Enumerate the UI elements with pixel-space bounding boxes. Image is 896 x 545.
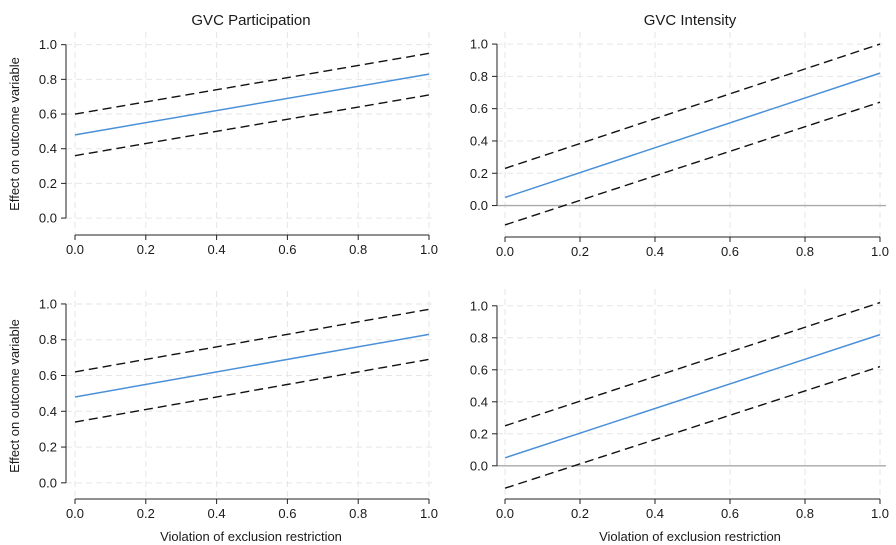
series-lower-ci — [74, 94, 430, 157]
series-lower-ci — [504, 101, 881, 226]
y-tick-label: 1.0 — [39, 37, 57, 52]
y-tick-label: 0.6 — [39, 107, 57, 122]
series-upper-ci — [74, 308, 430, 373]
x-tick-label: 0.8 — [796, 244, 814, 259]
series-upper-ci — [74, 52, 430, 115]
x-tick-label: 0.0 — [496, 506, 514, 521]
x-tick-label: 0.6 — [278, 506, 296, 521]
series-estimate — [504, 333, 881, 459]
y-tick-label: 0.0 — [39, 211, 57, 226]
series-estimate — [74, 73, 430, 136]
y-tick-label: 0.6 — [39, 368, 57, 383]
y-tick-label: 1.0 — [470, 298, 488, 313]
title-gvc-participation: GVC Participation — [191, 12, 310, 29]
panel-1: 0.0 0.2 0.4 0.6 0.8 1.0 0.0 0.2 0.4 0.6 0.8 1.0 — [470, 32, 889, 259]
y-tick-label: 0.2 — [470, 426, 488, 441]
panel-2: 0.0 0.2 0.4 0.6 0.8 1.0 0.0 0.2 0.4 0.6 0.8 1.0 — [39, 291, 438, 521]
series-lower-ci — [504, 365, 881, 489]
y-tick-label: 0.2 — [39, 176, 57, 191]
y-tick-label: 0.8 — [470, 69, 488, 84]
x-tick-label: 0.0 — [66, 506, 84, 521]
y-tick-label: 0.8 — [39, 72, 57, 87]
y-tick-label: 0.6 — [470, 101, 488, 116]
x-tick-label: 1.0 — [420, 506, 438, 521]
series-estimate — [74, 333, 430, 398]
y-tick-label: 1.0 — [39, 296, 57, 311]
x-tick-label: 0.6 — [278, 242, 296, 257]
xlabel-right: Violation of exclusion restriction — [599, 529, 781, 544]
x-tick-label: 0.4 — [646, 506, 664, 521]
ylabel-bottom: Effect on outcome variable — [7, 319, 22, 473]
title-gvc-intensity: GVC Intensity — [644, 12, 737, 29]
x-tick-label: 0.4 — [208, 506, 226, 521]
y-tick-label: 1.0 — [470, 37, 488, 52]
y-tick-label: 0.0 — [470, 458, 488, 473]
x-tick-label: 1.0 — [420, 242, 438, 257]
series-upper-ci — [504, 43, 881, 170]
series-estimate — [504, 72, 881, 199]
x-tick-label: 0.2 — [137, 506, 155, 521]
ylabel-top: Effect on outcome variable — [7, 57, 22, 211]
y-tick-label: 0.8 — [39, 332, 57, 347]
y-tick-label: 0.4 — [470, 133, 488, 148]
y-tick-label: 0.8 — [470, 330, 488, 345]
xlabel-left: Violation of exclusion restriction — [160, 529, 342, 544]
y-tick-label: 0.6 — [470, 362, 488, 377]
x-tick-label: 1.0 — [871, 506, 889, 521]
x-tick-label: 0.2 — [571, 506, 589, 521]
y-tick-label: 0.4 — [39, 141, 57, 156]
panel-3: 0.0 0.2 0.4 0.6 0.8 1.0 0.0 0.2 0.4 0.6 0.8 1.0 — [470, 289, 889, 521]
x-tick-label: 1.0 — [871, 244, 889, 259]
x-tick-label: 0.0 — [496, 244, 514, 259]
x-tick-label: 0.4 — [646, 244, 664, 259]
y-tick-label: 0.4 — [470, 394, 488, 409]
y-tick-label: 0.2 — [470, 166, 488, 181]
x-tick-label: 0.8 — [349, 506, 367, 521]
x-tick-label: 0.8 — [349, 242, 367, 257]
panel-0: 0.0 0.2 0.4 0.6 0.8 1.0 0.0 0.2 0.4 0.6 0.8 1.0 — [39, 32, 438, 257]
panels: 0.0 0.2 0.4 0.6 0.8 1.00.00.20.40.60.81.00.0 0… — [39, 32, 889, 521]
x-tick-label: 0.2 — [571, 244, 589, 259]
x-tick-label: 0.2 — [137, 242, 155, 257]
x-tick-label: 0.4 — [208, 242, 226, 257]
x-tick-label: 0.6 — [721, 244, 739, 259]
series-lower-ci — [74, 358, 430, 423]
x-tick-label: 0.0 — [66, 242, 84, 257]
y-tick-label: 0.0 — [39, 475, 57, 490]
y-tick-label: 0.0 — [470, 198, 488, 213]
y-tick-label: 0.4 — [39, 404, 57, 419]
x-tick-label: 0.8 — [796, 506, 814, 521]
series-upper-ci — [504, 301, 881, 427]
x-tick-label: 0.6 — [721, 506, 739, 521]
y-tick-label: 0.2 — [39, 440, 57, 455]
